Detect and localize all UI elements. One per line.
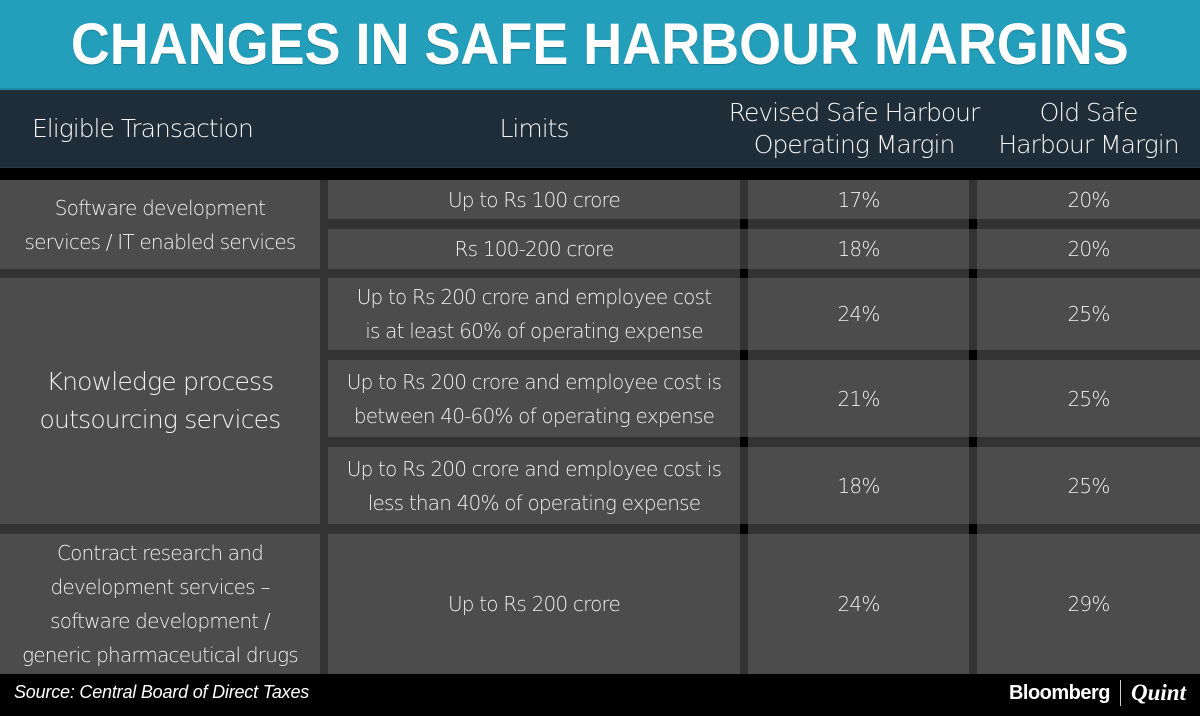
table-header: Eligible Transaction Limits Revised Safe… xyxy=(0,90,1200,168)
revised-margin-cell: 24% xyxy=(748,534,969,674)
old-margin-cell: 20% xyxy=(977,229,1200,269)
grid-joint xyxy=(969,350,977,360)
revised-margin-cell: 21% xyxy=(748,360,969,437)
header-revised-margin: Revised Safe Harbour Operating Margin xyxy=(716,90,992,168)
limit-cell: Up to Rs 100 crore xyxy=(328,180,740,219)
footer: Source: Central Board of Direct Taxes Bl… xyxy=(0,674,1200,716)
grid-joint xyxy=(969,524,977,534)
cell-text: generic pharmaceutical drugs xyxy=(22,643,299,667)
limit-cell: Up to Rs 200 crore and employee cost is b… xyxy=(328,360,740,437)
cell-text: outsourcing services xyxy=(39,405,282,434)
transaction-knowledge-process-outsourcing: Knowledge process outsourcing services xyxy=(0,278,320,524)
grid-joint xyxy=(740,269,748,278)
cell-text: Contract research and xyxy=(56,541,264,565)
title-banner: CHANGES IN SAFE HARBOUR MARGINS xyxy=(0,0,1200,90)
cell-text: software development / xyxy=(50,609,270,633)
bloomberg-wordmark: Bloomberg xyxy=(1008,681,1111,704)
grid-joint xyxy=(969,437,977,447)
revised-margin-cell: 18% xyxy=(748,229,969,269)
grid-joint xyxy=(740,350,748,360)
cell-text: Up to Rs 200 crore and employee cost is xyxy=(346,456,722,481)
cell-text: Software development xyxy=(54,195,266,220)
transaction-software-development: Software development services / IT enable… xyxy=(0,180,320,269)
header-old-line1: Old Safe xyxy=(1039,98,1139,127)
source-note: Source: Central Board of Direct Taxes xyxy=(14,682,310,702)
header-limits: Limits xyxy=(499,114,570,143)
cell-text: services / IT enabled services xyxy=(24,229,297,254)
quint-wordmark: Quint xyxy=(1131,680,1186,705)
cell-text: Knowledge process xyxy=(46,367,275,396)
old-margin-cell: 25% xyxy=(977,447,1200,524)
limit-cell: Rs 100-200 crore xyxy=(328,229,740,269)
cell-text: Up to Rs 200 crore and employee cost xyxy=(356,285,712,309)
grid-joint xyxy=(740,524,748,534)
brand-logo: Bloomberg Quint xyxy=(1009,680,1186,706)
header-old-margin: Old Safe Harbour Margin xyxy=(977,90,1200,168)
old-margin-cell: 25% xyxy=(977,278,1200,350)
old-margin-cell: 20% xyxy=(977,180,1200,219)
header-revised-line1: Revised Safe Harbour xyxy=(728,98,981,127)
limit-cell: Up to Rs 200 crore xyxy=(328,534,740,674)
cell-text: development services – xyxy=(50,575,270,599)
old-margin-cell: 29% xyxy=(977,534,1200,674)
grid-joint xyxy=(740,437,748,447)
grid-joint xyxy=(740,219,748,229)
cell-text: is at least 60% of operating expense xyxy=(365,319,703,343)
header-revised-line2: Operating Margin xyxy=(753,130,956,159)
brand-divider xyxy=(1120,680,1122,706)
header-old-line2: Harbour Margin xyxy=(998,130,1179,159)
page-title: CHANGES IN SAFE HARBOUR MARGINS xyxy=(71,11,1129,77)
old-margin-cell: 25% xyxy=(977,360,1200,437)
revised-margin-cell: 18% xyxy=(748,447,969,524)
cell-text: less than 40% of operating expense xyxy=(367,490,701,515)
table-body: Software development services / IT enable… xyxy=(0,180,1200,674)
limit-cell: Up to Rs 200 crore and employee cost is a… xyxy=(328,278,740,350)
revised-margin-cell: 24% xyxy=(748,278,969,350)
header-eligible-transaction: Eligible Transaction xyxy=(32,114,254,143)
cell-text: Up to Rs 200 crore and employee cost is xyxy=(346,369,722,394)
grid-joint xyxy=(969,219,977,229)
revised-margin-cell: 17% xyxy=(748,180,969,219)
transaction-contract-research: Contract research and development service… xyxy=(0,534,320,674)
limit-cell: Up to Rs 200 crore and employee cost is l… xyxy=(328,447,740,524)
grid-joint xyxy=(969,269,977,278)
cell-text: between 40-60% of operating expense xyxy=(353,403,715,428)
